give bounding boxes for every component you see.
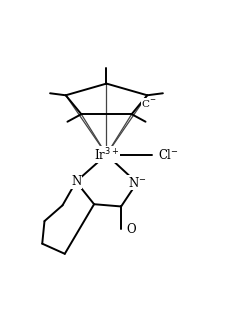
Text: O: O (127, 223, 136, 236)
Text: N: N (71, 175, 81, 188)
Text: N$^{-}$: N$^{-}$ (128, 176, 146, 190)
Text: Cl$^{-}$: Cl$^{-}$ (158, 148, 179, 162)
Text: Ir$^{3+}$: Ir$^{3+}$ (94, 146, 119, 163)
Text: C$^{-}$: C$^{-}$ (141, 98, 157, 110)
